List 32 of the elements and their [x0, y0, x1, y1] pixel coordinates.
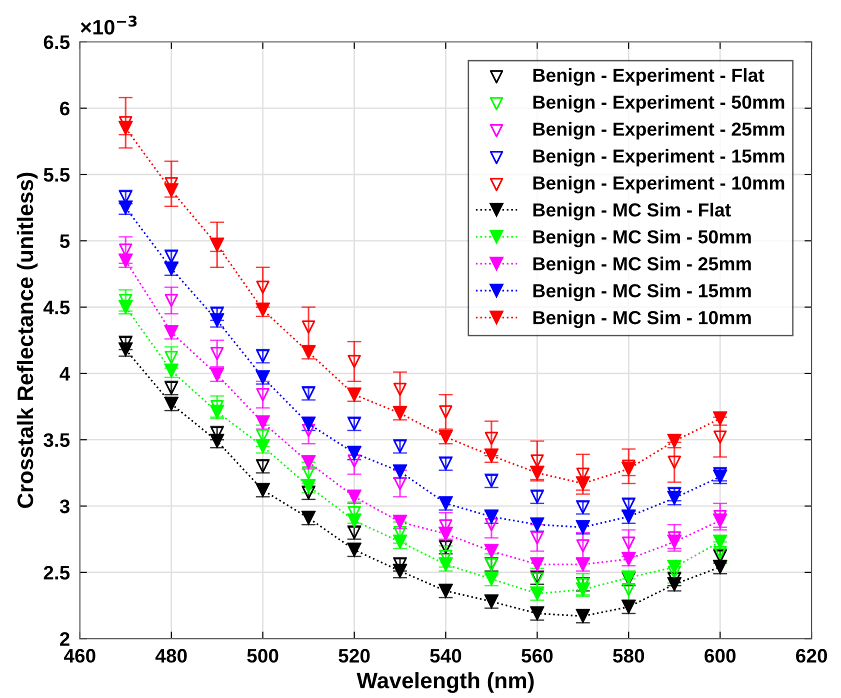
x-tick-label: 460: [64, 648, 96, 663]
legend-label: Benign - MC Sim - 15mm: [533, 284, 751, 302]
x-tick-label: 580: [613, 648, 644, 663]
y-tick-label: 3.5: [44, 433, 70, 448]
x-tick-label: 620: [796, 648, 827, 663]
x-tick-label: 500: [247, 648, 278, 663]
legend-label: Benign - Experiment - 50mm: [533, 95, 784, 113]
legend-label: Benign - MC Sim - 50mm: [533, 230, 751, 248]
y-tick-label: 5.5: [44, 168, 70, 182]
legend-label: Benign - Experiment - 10mm: [533, 176, 784, 194]
y-tick-label: 5: [60, 234, 70, 248]
y-axis-title: Crosstalk Reflectance (unitless): [16, 172, 38, 508]
legend-label: Benign - MC Sim - 25mm: [533, 256, 751, 274]
y-tick-label: 2.5: [44, 566, 70, 580]
y-tick-label: 6.5: [44, 35, 70, 50]
x-tick-label: 600: [704, 648, 736, 663]
x-tick-label: 520: [338, 648, 370, 663]
x-tick-label: 480: [155, 648, 187, 663]
x-axis-title: Wavelength (nm): [356, 672, 534, 693]
legend-label: Benign - MC Sim - 10mm: [533, 310, 751, 328]
legend-label: Benign - Experiment - 15mm: [533, 148, 784, 166]
y-tick-label: 4.5: [43, 300, 70, 314]
legend-label: Benign - Experiment - 25mm: [533, 122, 784, 140]
y-tick-label: 6: [60, 102, 70, 116]
x-tick-label: 540: [430, 648, 462, 663]
y-tick-label: 4: [60, 367, 70, 380]
text: ×10$^{−3}$: [80, 16, 137, 35]
legend-label: Benign - Experiment - Flat: [533, 68, 764, 86]
x-tick-label: 560: [522, 648, 553, 663]
legend-label: Benign - MC Sim - Flat: [533, 202, 731, 220]
y-tick-label: 3: [60, 500, 70, 514]
y-tick-label: 2: [60, 632, 70, 646]
